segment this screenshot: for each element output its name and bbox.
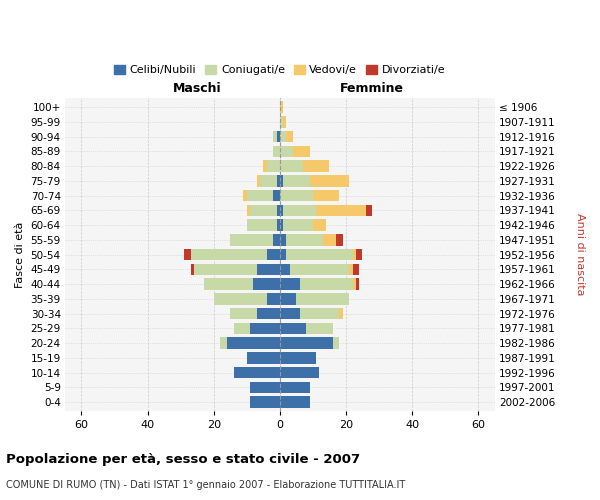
Bar bbox=[257, 308, 280, 320]
Bar bbox=[353, 278, 356, 290]
Bar bbox=[280, 308, 299, 320]
Bar bbox=[277, 220, 280, 231]
Bar bbox=[244, 190, 247, 202]
Bar bbox=[299, 278, 353, 290]
Text: COMUNE DI RUMO (TN) - Dati ISTAT 1° gennaio 2007 - Elaborazione TUTTITALIA.IT: COMUNE DI RUMO (TN) - Dati ISTAT 1° genn… bbox=[6, 480, 405, 490]
Bar bbox=[280, 234, 286, 245]
Bar bbox=[257, 175, 260, 186]
Bar bbox=[250, 322, 280, 334]
Bar bbox=[286, 131, 293, 142]
Bar bbox=[316, 204, 366, 216]
Bar bbox=[286, 249, 353, 260]
Bar bbox=[280, 220, 283, 231]
Bar bbox=[280, 293, 296, 304]
Bar bbox=[356, 249, 362, 260]
Bar bbox=[306, 322, 332, 334]
Bar bbox=[336, 234, 343, 245]
Bar bbox=[247, 220, 277, 231]
Bar bbox=[290, 264, 349, 275]
Bar bbox=[280, 175, 283, 186]
Text: Popolazione per età, sesso e stato civile - 2007: Popolazione per età, sesso e stato civil… bbox=[6, 452, 360, 466]
Bar bbox=[266, 293, 280, 304]
Bar bbox=[277, 204, 280, 216]
Bar bbox=[247, 190, 273, 202]
Bar bbox=[250, 396, 280, 408]
Bar bbox=[280, 264, 290, 275]
Bar bbox=[280, 146, 293, 157]
Text: Maschi: Maschi bbox=[173, 82, 221, 96]
Bar bbox=[310, 175, 349, 186]
Bar bbox=[247, 352, 280, 364]
Bar bbox=[280, 131, 286, 142]
Bar bbox=[283, 220, 313, 231]
Bar bbox=[191, 249, 266, 260]
Bar bbox=[214, 293, 266, 304]
Bar bbox=[230, 234, 273, 245]
Bar bbox=[250, 382, 280, 393]
Bar bbox=[227, 338, 280, 349]
Bar bbox=[366, 204, 373, 216]
Bar bbox=[313, 190, 339, 202]
Bar bbox=[323, 234, 336, 245]
Bar bbox=[280, 382, 310, 393]
Y-axis label: Fasce di età: Fasce di età bbox=[15, 222, 25, 288]
Legend: Celibi/Nubili, Coniugati/e, Vedovi/e, Divorziati/e: Celibi/Nubili, Coniugati/e, Vedovi/e, Di… bbox=[110, 60, 450, 80]
Bar bbox=[273, 146, 280, 157]
Bar bbox=[260, 175, 277, 186]
Bar bbox=[332, 338, 339, 349]
Bar bbox=[280, 396, 310, 408]
Bar bbox=[273, 131, 277, 142]
Bar bbox=[283, 116, 286, 128]
Bar bbox=[194, 264, 257, 275]
Bar bbox=[273, 190, 280, 202]
Bar bbox=[191, 264, 194, 275]
Bar bbox=[353, 264, 359, 275]
Bar bbox=[280, 190, 313, 202]
Bar bbox=[233, 367, 280, 378]
Bar bbox=[220, 338, 227, 349]
Text: Femmine: Femmine bbox=[340, 82, 404, 96]
Bar bbox=[283, 175, 310, 186]
Bar bbox=[184, 249, 191, 260]
Bar bbox=[230, 308, 257, 320]
Bar bbox=[356, 278, 359, 290]
Bar bbox=[280, 102, 283, 113]
Bar bbox=[280, 160, 303, 172]
Bar bbox=[349, 264, 353, 275]
Bar bbox=[296, 293, 349, 304]
Bar bbox=[280, 249, 286, 260]
Bar bbox=[280, 204, 283, 216]
Bar bbox=[280, 338, 332, 349]
Bar bbox=[280, 367, 319, 378]
Bar bbox=[280, 322, 306, 334]
Bar bbox=[257, 264, 280, 275]
Bar bbox=[253, 278, 280, 290]
Bar bbox=[250, 204, 277, 216]
Y-axis label: Anni di nascita: Anni di nascita bbox=[575, 214, 585, 296]
Bar bbox=[299, 308, 339, 320]
Bar bbox=[280, 116, 283, 128]
Bar bbox=[303, 160, 329, 172]
Bar bbox=[339, 308, 343, 320]
Bar bbox=[277, 175, 280, 186]
Bar bbox=[266, 160, 280, 172]
Bar bbox=[283, 204, 316, 216]
Bar bbox=[266, 249, 280, 260]
Bar bbox=[263, 160, 266, 172]
Bar bbox=[286, 234, 323, 245]
Bar bbox=[293, 146, 310, 157]
Bar bbox=[280, 352, 316, 364]
Bar bbox=[273, 234, 280, 245]
Bar bbox=[313, 220, 326, 231]
Bar bbox=[233, 322, 250, 334]
Bar bbox=[247, 204, 250, 216]
Bar bbox=[353, 249, 356, 260]
Bar bbox=[280, 278, 299, 290]
Bar bbox=[204, 278, 253, 290]
Bar bbox=[277, 131, 280, 142]
